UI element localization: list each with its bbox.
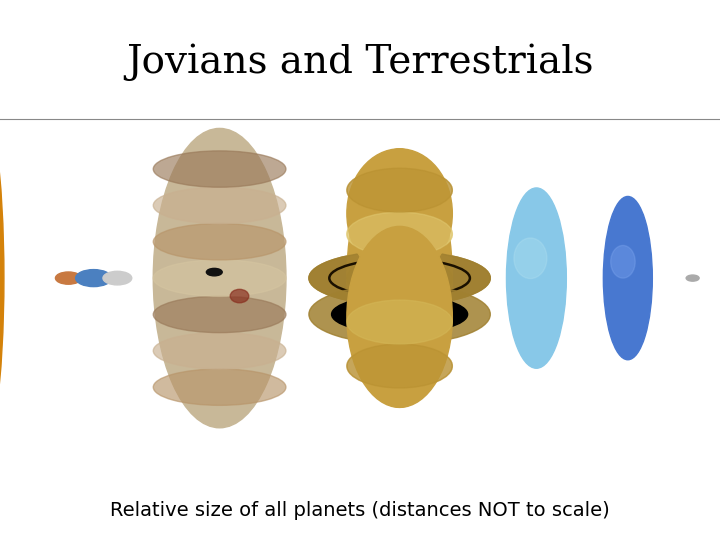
Circle shape [55,272,81,284]
Ellipse shape [153,224,286,260]
Ellipse shape [347,344,452,388]
Ellipse shape [347,300,452,344]
Ellipse shape [153,260,286,296]
Ellipse shape [347,212,452,256]
Circle shape [76,269,112,287]
Ellipse shape [347,149,452,407]
Ellipse shape [309,285,490,344]
Ellipse shape [514,238,547,279]
Ellipse shape [347,300,452,344]
Ellipse shape [0,91,4,465]
Ellipse shape [153,187,286,224]
Ellipse shape [332,295,467,333]
Circle shape [686,275,699,281]
Ellipse shape [347,344,452,388]
Ellipse shape [347,256,452,300]
Ellipse shape [347,212,452,256]
Ellipse shape [611,246,635,278]
Ellipse shape [347,149,452,278]
Circle shape [207,268,222,276]
Ellipse shape [603,197,652,360]
Text: Relative size of all planets (distances NOT to scale): Relative size of all planets (distances … [110,501,610,520]
Circle shape [103,271,132,285]
Ellipse shape [506,188,567,368]
Ellipse shape [309,251,490,305]
Ellipse shape [347,168,452,212]
Text: Jovians and Terrestrials: Jovians and Terrestrials [126,43,594,80]
Ellipse shape [153,333,286,369]
Ellipse shape [153,151,286,187]
Ellipse shape [153,296,286,333]
Ellipse shape [230,289,249,303]
Ellipse shape [153,369,286,406]
Ellipse shape [153,129,286,428]
Ellipse shape [309,251,490,305]
Ellipse shape [347,226,452,407]
Ellipse shape [348,265,451,291]
Ellipse shape [347,168,452,212]
